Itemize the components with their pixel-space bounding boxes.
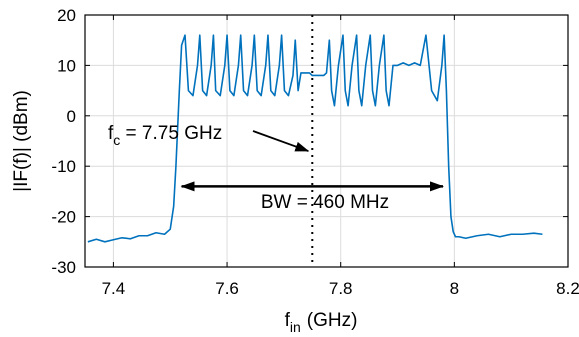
y-tick-label: 10 [57, 56, 76, 75]
y-axis-label: |IF(f)| (dBm) [11, 90, 32, 192]
bandwidth-label: BW = 460 MHz [261, 192, 389, 213]
fc-label-sub: c [113, 132, 120, 148]
x-axis-label: fin (GHz) [285, 310, 358, 335]
x-tick-label: 7.8 [329, 279, 353, 298]
x-tick-label: 7.4 [102, 279, 126, 298]
plot-frame [84, 14, 569, 268]
x-tick-label: 8 [450, 279, 459, 298]
x-label-sub: in [290, 319, 301, 335]
fc-label-rest: = 7.75 GHz [120, 123, 222, 144]
series-group [87, 34, 543, 243]
y-tick-label: -10 [51, 157, 76, 176]
axis-ticks [85, 14, 569, 268]
y-tick-label: 20 [57, 6, 76, 25]
plot-background [85, 15, 568, 267]
fc-label-main: f [108, 123, 114, 144]
center-frequency-arrow [252, 130, 310, 152]
x-label-main: f [285, 310, 291, 331]
center-frequency-label: fc = 7.75 GHz [108, 123, 222, 148]
series-line [87, 34, 543, 243]
y-tick-label: -20 [51, 208, 76, 227]
x-tick-label: 7.6 [215, 279, 239, 298]
x-tick-label: 8.2 [556, 279, 579, 298]
y-tick-label: -30 [51, 258, 76, 277]
tick-labels: 7.4 7.6 7.8 8 8.2 20 10 0 -10 -20 -30 [51, 6, 579, 298]
y-tick-label: 0 [67, 107, 76, 126]
x-label-unit: (GHz) [307, 310, 358, 331]
